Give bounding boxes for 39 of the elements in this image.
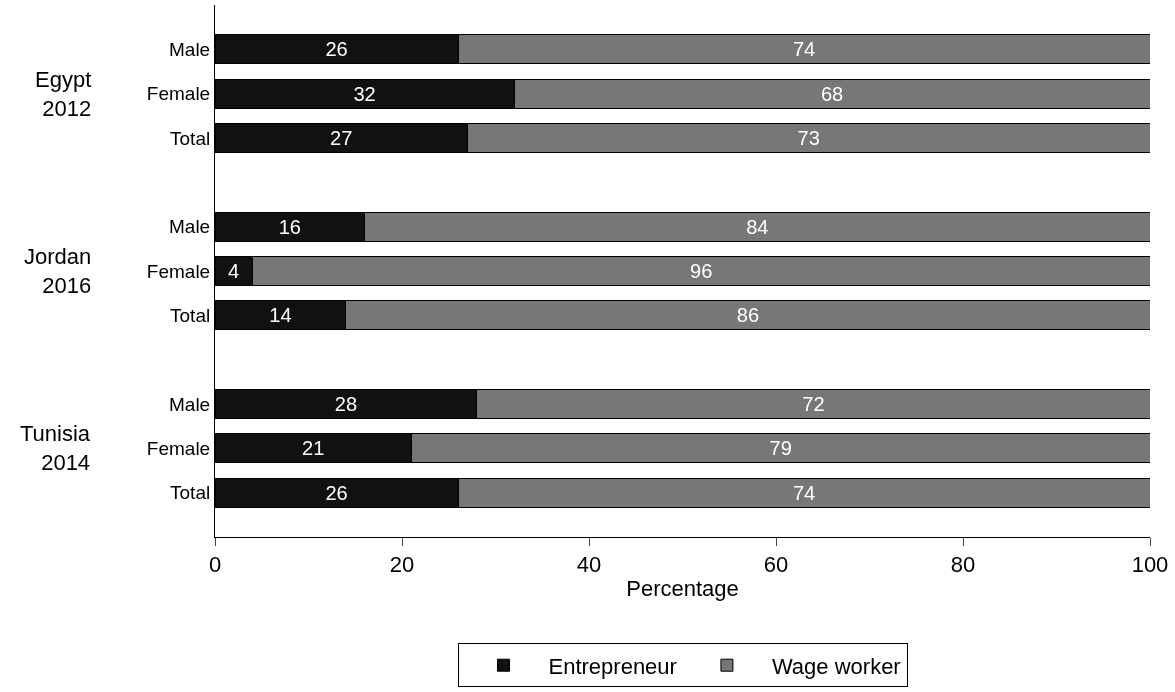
data-label: 26 — [325, 481, 348, 504]
y-tick-label: Male — [169, 216, 211, 238]
data-label: 74 — [792, 481, 816, 504]
data-label: 74 — [792, 38, 816, 61]
y-tick-label: Total — [170, 482, 211, 504]
text: Egypt 2012 — [35, 67, 92, 121]
data-label: 16 — [278, 215, 301, 238]
data-label: 96 — [690, 259, 713, 282]
data-label: 84 — [746, 215, 769, 238]
legend-label: Entrepreneur — [548, 653, 677, 679]
text: Tunisia 2014 — [20, 421, 91, 475]
x-tick-label: 100 — [1131, 552, 1169, 578]
y-tick-label: Female — [146, 260, 211, 282]
x-tick-label: 40 — [576, 552, 602, 578]
y-tick-label: Male — [169, 393, 211, 415]
data-label: 28 — [334, 392, 358, 415]
x-tick-label: 20 — [389, 552, 415, 578]
x-tick-label: 60 — [763, 552, 789, 578]
x-tick-label: 80 — [950, 552, 976, 578]
data-label: 68 — [820, 82, 844, 105]
data-label: 79 — [769, 437, 792, 460]
y-tick-label: Female — [146, 437, 211, 459]
data-label: 14 — [269, 304, 292, 327]
y-tick-label: Total — [170, 304, 211, 326]
y-tick-label: Total — [170, 127, 211, 149]
text: Jordan 2016 — [24, 244, 92, 298]
data-label: 21 — [302, 437, 325, 460]
data-label: 26 — [325, 38, 348, 61]
data-label: 73 — [797, 126, 820, 149]
data-label: 86 — [736, 304, 760, 327]
x-tick-label: 0 — [208, 552, 222, 578]
data-label: 32 — [353, 82, 376, 105]
x-axis-title: Percentage — [626, 576, 739, 602]
data-label: 4 — [228, 259, 240, 282]
y-tick-label: Female — [146, 83, 211, 105]
y-tick-label: Male — [169, 38, 211, 60]
data-label: 27 — [330, 126, 353, 149]
data-label: 72 — [802, 392, 825, 415]
legend-label: Wage worker — [771, 653, 901, 679]
